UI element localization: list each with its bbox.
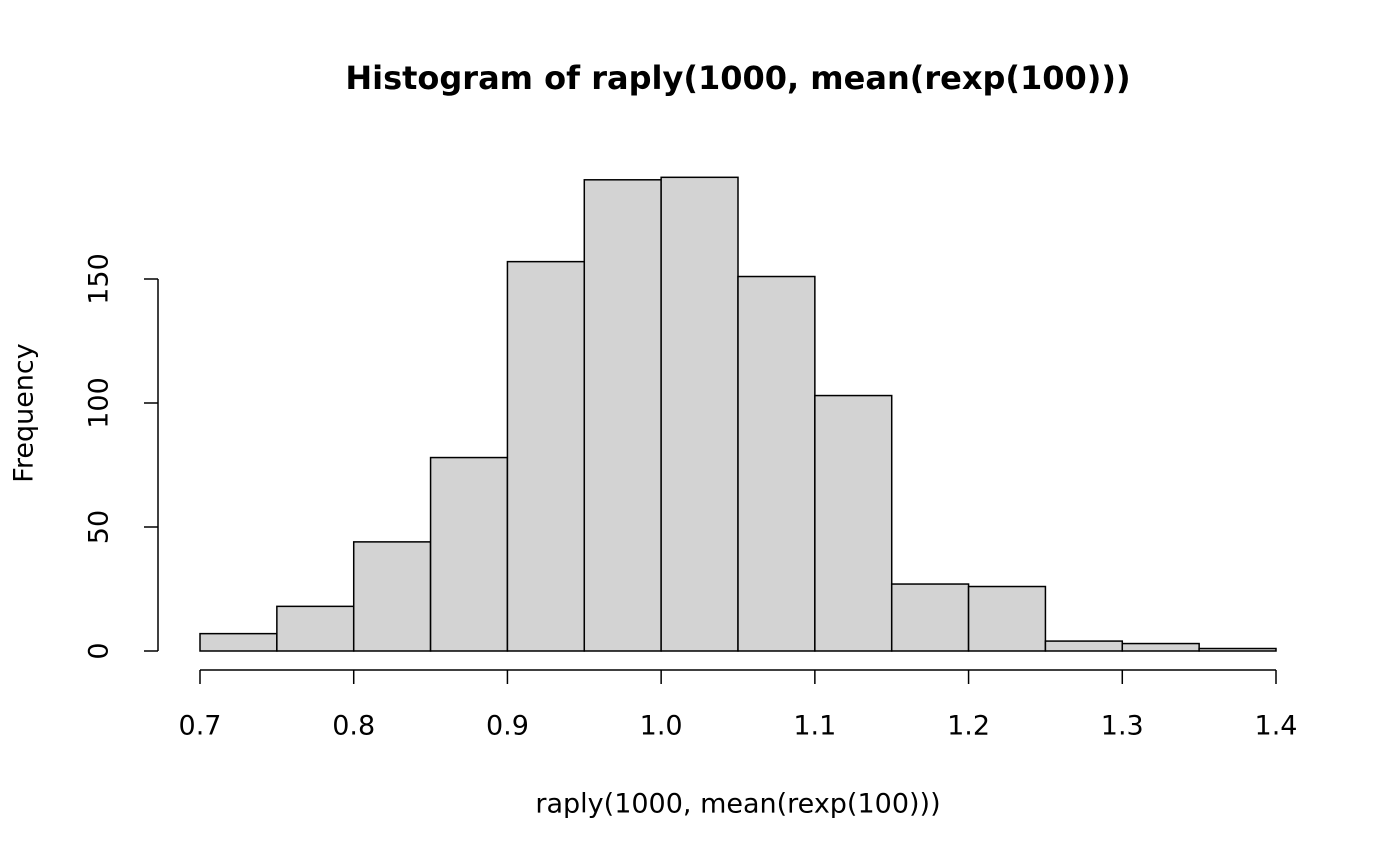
bar <box>1044 640 1124 652</box>
x-tick-label: 0.8 <box>332 711 375 742</box>
x-tick-label: 1.2 <box>947 711 990 742</box>
x-axis-label: raply(1000, mean(rexp(100))) <box>535 789 940 820</box>
x-tick-label: 1.4 <box>1255 711 1298 742</box>
bar <box>429 456 509 652</box>
y-tick-label: 50 <box>84 510 115 544</box>
bar <box>967 585 1047 652</box>
x-tick-label: 1.3 <box>1101 711 1144 742</box>
bar <box>1121 642 1200 652</box>
bar <box>1198 647 1277 652</box>
bar <box>814 394 893 652</box>
bar <box>737 275 816 652</box>
bar <box>352 541 432 652</box>
y-axis-label: Frequency <box>9 343 40 483</box>
x-tick-label: 1.1 <box>793 711 836 742</box>
bar <box>506 260 586 652</box>
chart-title: Histogram of raply(1000, mean(rexp(100))… <box>345 59 1130 97</box>
x-tick-label: 1.0 <box>640 711 683 742</box>
y-tick-label: 150 <box>84 253 115 305</box>
bar <box>890 583 970 652</box>
y-tick-label: 0 <box>84 642 115 659</box>
x-tick-label: 0.9 <box>486 711 529 742</box>
bar <box>660 176 739 652</box>
bar <box>583 179 662 652</box>
bar <box>276 605 355 652</box>
x-tick-label: 0.7 <box>179 711 222 742</box>
y-tick-label: 100 <box>84 377 115 429</box>
bar <box>199 632 278 652</box>
